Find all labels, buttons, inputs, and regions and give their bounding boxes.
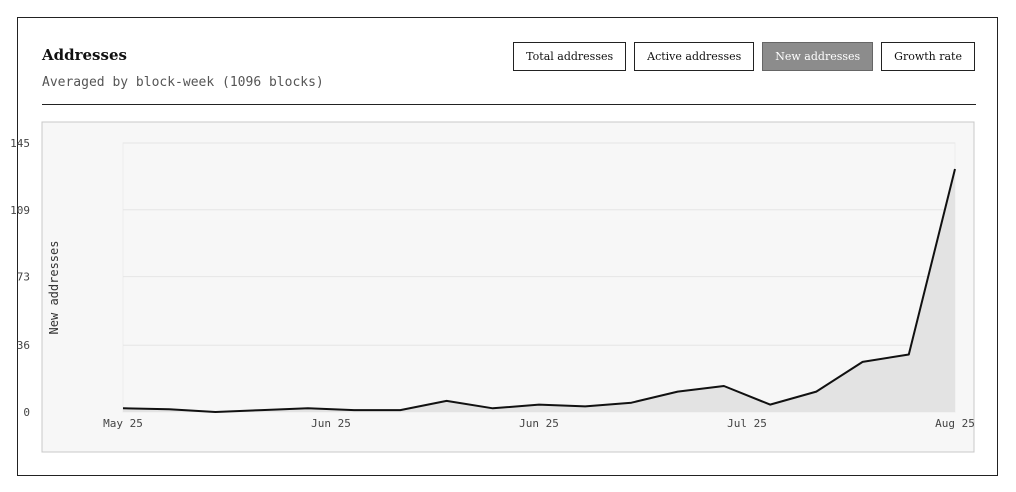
card-title: Addresses <box>42 46 127 64</box>
series-line <box>122 168 956 413</box>
x-tick-label: Jul 25 <box>727 417 767 430</box>
x-tick-label: May 25 <box>103 417 143 430</box>
series-area <box>123 169 955 412</box>
y-tick-label: 73 <box>17 271 30 284</box>
card-subtitle: Averaged by block-week (1096 blocks) <box>42 75 324 90</box>
x-tick-label: Jun 25 <box>311 417 351 430</box>
x-tick-label: Aug 25 <box>935 417 975 430</box>
growth-rate-button[interactable]: Growth rate <box>881 42 975 71</box>
y-axis-title: New addresses <box>47 241 61 335</box>
total-addresses-button[interactable]: Total addresses <box>513 42 627 71</box>
new-addresses-button[interactable]: New addresses <box>762 42 874 71</box>
x-tick-label: Jun 25 <box>519 417 559 430</box>
metric-toggle-group: Total addresses Active addresses New add… <box>513 42 975 71</box>
y-tick-label: 0 <box>23 406 30 419</box>
y-tick-label: 109 <box>10 204 30 217</box>
y-tick-label: 145 <box>10 137 30 150</box>
active-addresses-button[interactable]: Active addresses <box>634 42 755 71</box>
header-divider <box>42 104 976 105</box>
y-tick-label: 36 <box>17 339 30 352</box>
